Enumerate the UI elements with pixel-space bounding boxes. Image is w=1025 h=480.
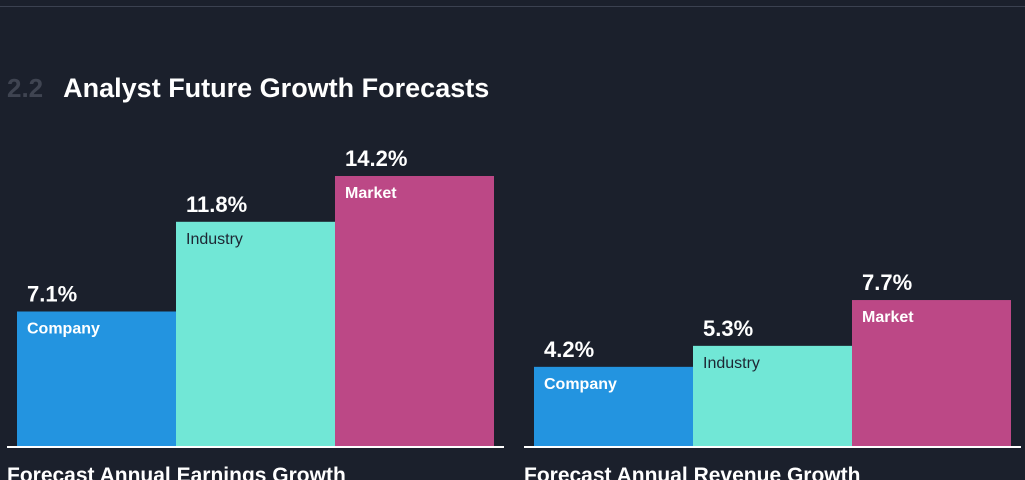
- bar-market: [852, 300, 1011, 447]
- bar-industry: [176, 221, 335, 447]
- bar-category-label-company: Company: [544, 376, 617, 393]
- bar-value-label-industry: 5.3%: [703, 316, 753, 341]
- bar-value-label-company: 4.2%: [544, 337, 594, 362]
- chart-title: Forecast Annual Earnings Growth: [7, 464, 346, 480]
- bar-market: [335, 176, 494, 447]
- bar-category-label-market: Market: [862, 309, 914, 326]
- bar-value-label-market: 14.2%: [345, 146, 407, 171]
- bar-value-label-industry: 11.8%: [186, 192, 247, 217]
- chart-baseline: [524, 446, 1021, 448]
- bar-value-label-company: 7.1%: [27, 282, 77, 307]
- bar-category-label-industry: Industry: [186, 231, 243, 248]
- bar-category-label-market: Market: [345, 185, 397, 202]
- section-number: 2.2: [7, 72, 44, 103]
- section-title: Analyst Future Growth Forecasts: [63, 72, 490, 103]
- section-header: 2.2 Analyst Future Growth Forecasts: [7, 68, 489, 108]
- chart-panel-revenue: 4.2% Company 5.3% Industry 7.7% Market Forecas…: [524, 270, 1021, 480]
- top-divider: [0, 6, 1025, 7]
- bar-category-label-industry: Industry: [703, 355, 760, 372]
- bar-category-label-company: Company: [27, 321, 100, 338]
- chart-panel-earnings: 7.1% Company 11.8% Industry 14.2% Market Forec…: [7, 146, 504, 480]
- bar-company: [17, 311, 176, 447]
- bar-value-label-market: 7.7%: [862, 270, 912, 295]
- chart-baseline: [7, 446, 504, 448]
- chart-title: Forecast Annual Revenue Growth: [524, 464, 860, 480]
- bar-industry: [693, 345, 852, 447]
- bar-company: [534, 366, 693, 447]
